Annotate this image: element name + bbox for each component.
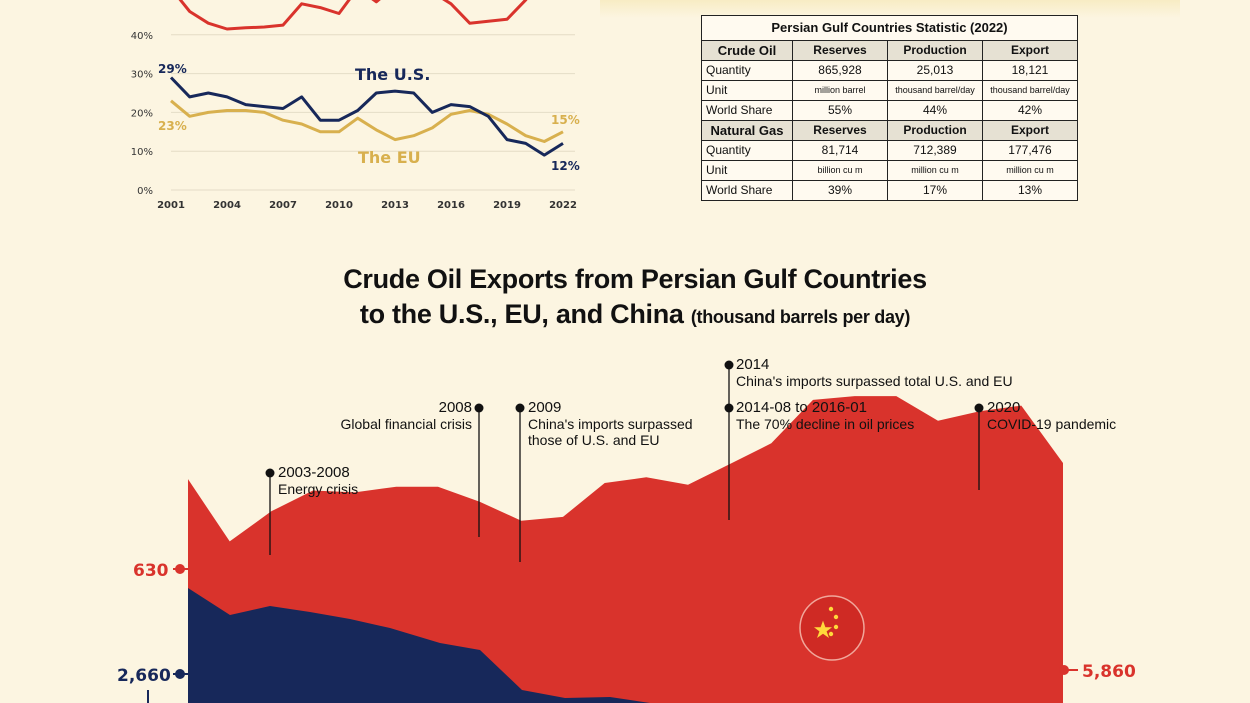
us-start-marker: 2,660 xyxy=(117,666,188,703)
annotation-oil-price-decline: 2014-08 to 2016-01 The 70% decline in oi… xyxy=(736,399,914,432)
oil-header-cell: Export xyxy=(982,40,1078,61)
china-start-label: 630 xyxy=(133,561,169,581)
x-tick-label: 2013 xyxy=(381,200,409,211)
annotation-2009: 2009 China's imports surpassed those of … xyxy=(528,399,693,448)
annotation-text: those of U.S. and EU xyxy=(528,432,660,448)
annotation-year: 2003-2008 xyxy=(278,464,350,481)
y-tick-label: 10% xyxy=(131,147,153,158)
annotation-energy-crisis: 2003-2008 Energy crisis xyxy=(278,464,358,497)
gas-header-cell: Production xyxy=(887,120,983,141)
x-tick-label: 2016 xyxy=(437,200,465,211)
gas-header-cell: Natural Gas xyxy=(701,120,793,141)
annotation-covid: 2020 COVID-19 pandemic xyxy=(987,399,1116,432)
us-start-label: 29% xyxy=(158,62,187,76)
chart-title-line1: Crude Oil Exports from Persian Gulf Coun… xyxy=(343,264,927,294)
annotation-2014: 2014 China's imports surpassed total U.S… xyxy=(736,356,1013,389)
table-row: World Share 39% 17% 13% xyxy=(701,180,1078,201)
chart-title-main: to the U.S., EU, and China xyxy=(359,299,684,329)
us-area xyxy=(188,588,650,703)
gas-header-row: Natural Gas Reserves Production Export xyxy=(701,120,1078,141)
top-glow xyxy=(600,0,1180,18)
annotation-text: China's imports surpassed total U.S. and… xyxy=(736,373,1013,389)
stat-table: Persian Gulf Countries Statistic (2022) … xyxy=(701,15,1078,201)
annotation-dot xyxy=(515,403,525,413)
x-tick-label: 2007 xyxy=(269,200,297,211)
annotation-year: 2014 xyxy=(736,356,770,373)
x-tick-label: 2010 xyxy=(325,200,353,211)
annotation-text: The 70% decline in oil prices xyxy=(736,416,915,432)
us-series-label: The U.S. xyxy=(355,65,430,84)
eu-start-label: 23% xyxy=(158,119,187,133)
annotation-dot xyxy=(724,360,734,370)
table-cell: 55% xyxy=(792,100,888,121)
annotation-dot xyxy=(974,403,984,413)
annotation-year: 2009 xyxy=(528,399,562,416)
oil-header-row: Crude Oil Reserves Production Export xyxy=(701,40,1078,61)
row-label: Unit xyxy=(701,80,793,101)
china-share-line xyxy=(178,0,528,31)
annotation-lines xyxy=(265,360,984,562)
oil-header-cell: Reserves xyxy=(792,40,888,61)
annotation-text: COVID-19 pandemic xyxy=(987,416,1117,432)
x-tick-label: 2022 xyxy=(549,200,577,211)
table-cell: 42% xyxy=(982,100,1078,121)
annotation-year: 2020 xyxy=(987,399,1021,416)
top-y-tick-labels: 0% 10% 20% 30% 40% xyxy=(131,31,153,197)
y-tick-label: 30% xyxy=(131,70,153,81)
eu-share-line xyxy=(170,99,564,143)
annotation-year: 2014-08 to 2016-01 xyxy=(736,399,867,416)
chart-title-unit: (thousand barrels per day) xyxy=(690,307,911,327)
row-label: World Share xyxy=(701,180,793,201)
us-share-line xyxy=(169,76,564,157)
china-start-marker: 630 xyxy=(133,561,188,581)
china-flag-icon xyxy=(799,595,865,661)
x-tick-label: 2004 xyxy=(213,200,241,211)
table-row: Unit million barrel thousand barrel/day … xyxy=(701,80,1078,101)
y-tick-label: 40% xyxy=(131,31,153,42)
annotation-text: Energy crisis xyxy=(278,481,359,497)
china-end-label: 5,860 xyxy=(1082,662,1136,682)
row-label: Quantity xyxy=(701,140,793,161)
y-tick-label: 0% xyxy=(137,186,153,197)
top-x-tick-labels: 2001 2004 2007 2010 2013 2016 2019 2022 xyxy=(157,200,577,211)
annotation-financial-crisis: 2008 Global financial crisis xyxy=(330,399,473,432)
x-tick-label: 2019 xyxy=(493,200,521,211)
row-label: Unit xyxy=(701,160,793,181)
y-tick-label: 20% xyxy=(131,108,153,119)
eu-end-label: 15% xyxy=(551,113,580,127)
table-row: Quantity 865,928 25,013 18,121 xyxy=(701,60,1078,81)
x-tick-label: 2001 xyxy=(157,200,185,211)
share-line-chart: 0%10%20%30%40% 2001 2004 2007 2010 2013 2016 2… xyxy=(131,0,580,211)
annotation-year: 2008 xyxy=(438,399,472,416)
annotation-dot xyxy=(474,403,484,413)
annotation-dot xyxy=(265,468,275,478)
gas-header-cell: Reserves xyxy=(792,120,888,141)
eu-series-label: The EU xyxy=(358,148,421,167)
table-cell: 17% xyxy=(887,180,983,201)
table-cell: 13% xyxy=(982,180,1078,201)
table-cell: 39% xyxy=(792,180,888,201)
us-end-label: 12% xyxy=(551,159,580,173)
table-cell: 18,121 xyxy=(982,60,1078,81)
table-cell: 865,928 xyxy=(792,60,888,81)
annotation-text: China's imports surpassed xyxy=(528,416,693,432)
annotation-text: Global financial crisis xyxy=(340,416,473,432)
top-grid xyxy=(171,34,575,191)
chart-title-line2: to the U.S., EU, and China (thousand bar… xyxy=(0,299,1250,330)
china-end-marker: 5,860 xyxy=(1059,662,1136,682)
annotation-dot xyxy=(724,403,734,413)
us-start-label: 2,660 xyxy=(117,666,171,686)
